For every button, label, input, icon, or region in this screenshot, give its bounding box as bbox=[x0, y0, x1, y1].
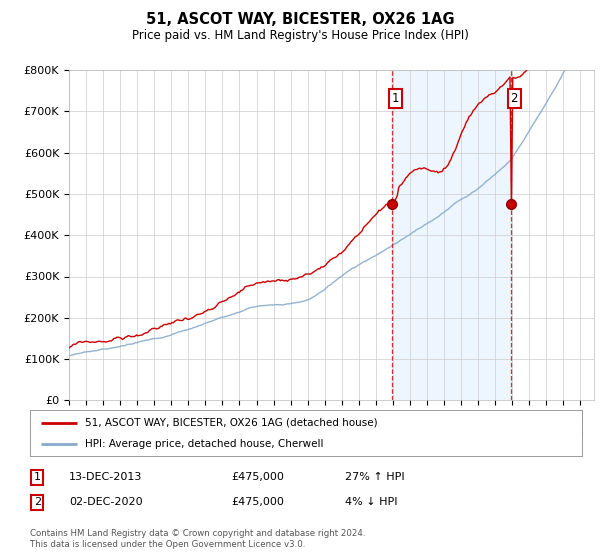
Text: £475,000: £475,000 bbox=[231, 472, 284, 482]
Bar bbox=[392, 70, 511, 400]
Text: Price paid vs. HM Land Registry's House Price Index (HPI): Price paid vs. HM Land Registry's House … bbox=[131, 29, 469, 42]
Text: 51, ASCOT WAY, BICESTER, OX26 1AG (detached house): 51, ASCOT WAY, BICESTER, OX26 1AG (detac… bbox=[85, 418, 378, 428]
Text: 1: 1 bbox=[34, 472, 41, 482]
Text: £475,000: £475,000 bbox=[231, 497, 284, 507]
Text: 2: 2 bbox=[511, 92, 518, 105]
Text: 02-DEC-2020: 02-DEC-2020 bbox=[69, 497, 143, 507]
Text: Contains HM Land Registry data © Crown copyright and database right 2024.
This d: Contains HM Land Registry data © Crown c… bbox=[30, 529, 365, 549]
Text: 1: 1 bbox=[392, 92, 399, 105]
Text: HPI: Average price, detached house, Cherwell: HPI: Average price, detached house, Cher… bbox=[85, 439, 324, 449]
Text: 4% ↓ HPI: 4% ↓ HPI bbox=[345, 497, 398, 507]
Text: 51, ASCOT WAY, BICESTER, OX26 1AG: 51, ASCOT WAY, BICESTER, OX26 1AG bbox=[146, 12, 454, 27]
Text: 27% ↑ HPI: 27% ↑ HPI bbox=[345, 472, 404, 482]
Text: 2: 2 bbox=[34, 497, 41, 507]
Text: 13-DEC-2013: 13-DEC-2013 bbox=[69, 472, 142, 482]
